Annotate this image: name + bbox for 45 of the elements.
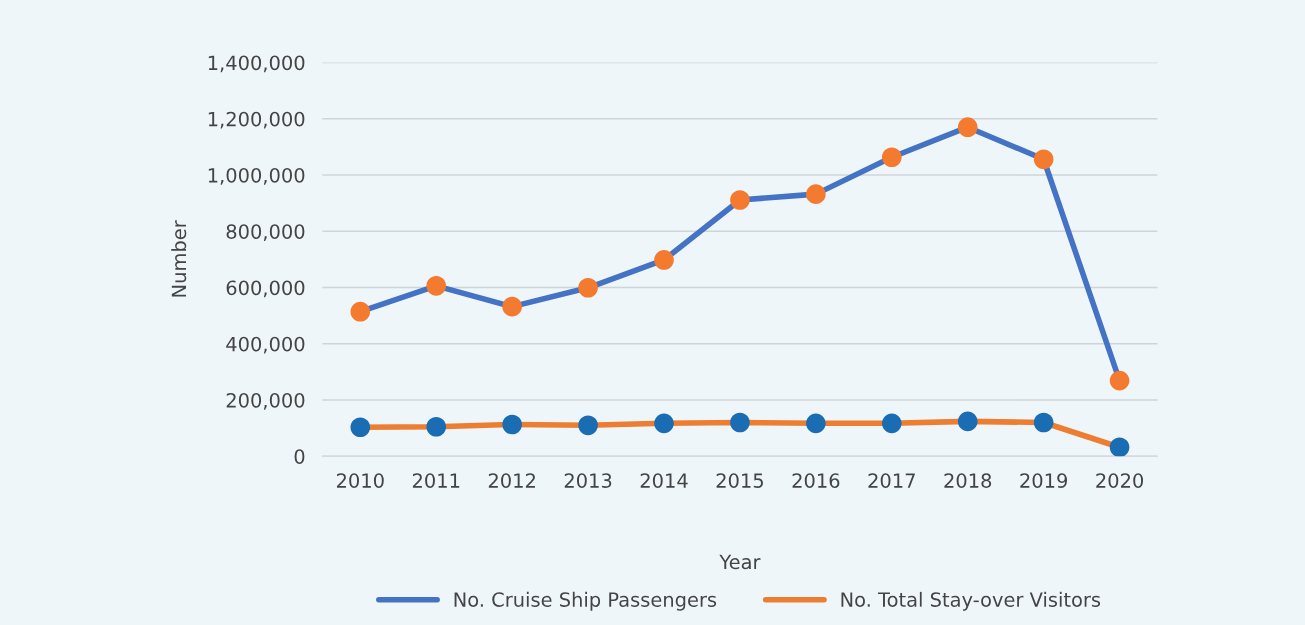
- point: [1033, 149, 1054, 170]
- x-tick-label: 2019: [1020, 473, 1068, 488]
- x-tick-label: 2010: [336, 473, 384, 488]
- x-tick-label: 2013: [564, 473, 612, 488]
- y-tick-label: 1,200,000: [208, 111, 305, 129]
- point: [578, 415, 598, 436]
- x-tick-label: 2018: [944, 473, 992, 488]
- point: [1109, 437, 1130, 457]
- y-tick-label: 200,000: [226, 392, 305, 410]
- point: [957, 117, 978, 138]
- point: [654, 413, 674, 434]
- x-tick-label: 2014: [640, 473, 688, 488]
- legend-label: No. Total Stay-over Visitors: [841, 591, 1101, 611]
- point: [881, 413, 902, 434]
- point: [806, 413, 826, 434]
- point: [881, 147, 902, 168]
- y-axis-title: Number: [171, 220, 187, 297]
- x-tick-label: 2011: [412, 473, 460, 488]
- point: [426, 275, 447, 296]
- x-tick-label: 2020: [1096, 473, 1144, 488]
- point: [502, 414, 522, 435]
- point: [957, 411, 978, 432]
- y-tick-label: 1,400,000: [208, 55, 305, 73]
- point: [502, 296, 522, 317]
- point: [1033, 412, 1054, 433]
- x-tick-label: 2012: [488, 473, 535, 488]
- point: [730, 412, 750, 433]
- y-tick-label: 600,000: [226, 280, 305, 298]
- point: [730, 190, 750, 210]
- x-tick-label: 2017: [868, 473, 915, 488]
- y-tick-label: 800,000: [226, 224, 305, 241]
- y-tick-label: 1,000,000: [208, 167, 305, 185]
- y-tick-label: 0: [294, 449, 305, 464]
- point: [806, 184, 826, 204]
- x-tick-label: 2015: [716, 473, 763, 488]
- point: [350, 301, 371, 322]
- y-tick-label: 400,000: [226, 336, 305, 354]
- point: [578, 277, 598, 298]
- point: [426, 416, 447, 437]
- x-tick-label: 2016: [792, 473, 840, 488]
- x-axis-title: Year: [719, 554, 761, 570]
- point: [1109, 370, 1130, 391]
- point: [654, 250, 674, 270]
- legend-label: No. Cruise Ship Passengers: [454, 591, 717, 611]
- point: [350, 417, 371, 438]
